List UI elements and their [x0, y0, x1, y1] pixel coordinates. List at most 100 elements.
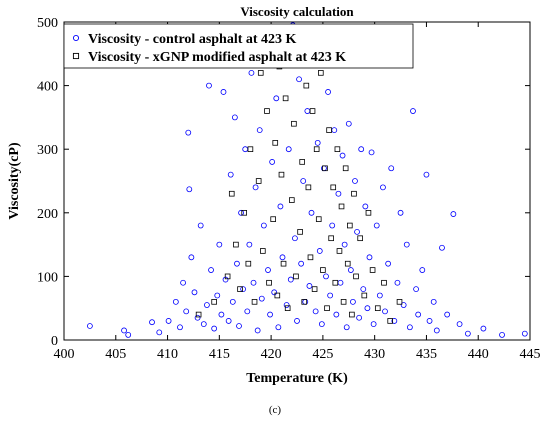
data-point-control-97 — [373, 222, 380, 229]
data-point-control-69 — [314, 139, 321, 146]
data-point-control-29 — [231, 114, 238, 121]
data-point-control-40 — [254, 327, 261, 334]
data-point-control-116 — [433, 327, 440, 334]
data-point-control-5 — [165, 318, 172, 324]
legend: Viscosity - control asphalt at 423 K Vis… — [63, 23, 414, 69]
data-point-xgnp-22 — [282, 95, 289, 102]
data-point-xgnp-35 — [309, 108, 316, 114]
data-point-control-95 — [368, 149, 375, 156]
data-point-control-23 — [218, 311, 225, 318]
data-point-control-112 — [419, 267, 426, 273]
data-point-control-12 — [188, 254, 195, 261]
data-point-xgnp-23 — [284, 305, 291, 311]
data-point-xgnp-62 — [381, 279, 387, 286]
data-point-control-121 — [464, 330, 471, 337]
data-point-xgnp-31 — [301, 299, 308, 305]
data-point-control-32 — [238, 209, 244, 216]
x-tick-label: 425 — [312, 347, 333, 362]
data-point-xgnp-54 — [349, 311, 355, 318]
figure-caption: (c) — [268, 404, 282, 416]
points-layer — [86, 22, 528, 338]
data-point-control-10 — [185, 129, 192, 136]
legend-marker-control — [72, 34, 80, 42]
data-point-xgnp-8 — [247, 146, 254, 153]
data-point-control-50 — [275, 324, 282, 331]
legend-label-xgnp: Viscosity - xGNP modified asphalt at 423… — [88, 50, 346, 65]
data-point-xgnp-17 — [272, 140, 279, 146]
data-point-xgnp-7 — [245, 260, 252, 267]
data-point-xgnp-20 — [278, 171, 285, 178]
data-point-control-58 — [292, 235, 298, 242]
data-point-control-7 — [177, 324, 183, 331]
data-point-xgnp-25 — [289, 197, 295, 203]
data-point-control-106 — [400, 302, 407, 308]
data-point-control-46 — [267, 311, 273, 318]
data-point-xgnp-59 — [365, 209, 372, 216]
x-tick-label: 400 — [54, 347, 75, 362]
data-point-control-77 — [331, 127, 338, 134]
data-point-control-81 — [339, 152, 346, 159]
data-point-control-39 — [252, 184, 259, 191]
data-point-control-120 — [456, 321, 463, 328]
data-point-control-82 — [341, 241, 348, 248]
data-point-xgnp-38 — [315, 216, 322, 222]
data-point-control-91 — [360, 286, 367, 293]
data-point-xgnp-34 — [307, 254, 314, 261]
x-tick-label: 430 — [364, 347, 385, 362]
data-point-control-84 — [345, 120, 352, 127]
data-point-xgnp-14 — [266, 279, 272, 286]
x-tick-label: 420 — [261, 347, 282, 362]
data-point-control-73 — [323, 273, 329, 280]
data-point-control-52 — [279, 254, 286, 261]
data-point-control-70 — [316, 248, 323, 254]
data-point-xgnp-56 — [353, 273, 359, 280]
legend-label-control: Viscosity - control asphalt at 423 K — [88, 32, 297, 47]
data-point-xgnp-10 — [255, 178, 262, 184]
data-point-control-61 — [298, 260, 305, 267]
data-point-control-11 — [186, 186, 193, 193]
data-point-control-28 — [229, 298, 236, 305]
y-tick-label: 500 — [37, 16, 58, 31]
data-point-control-9 — [183, 308, 190, 315]
data-point-xgnp-18 — [274, 292, 281, 299]
data-point-control-89 — [356, 314, 363, 321]
data-point-xgnp-60 — [369, 267, 376, 273]
data-point-xgnp-48 — [336, 248, 343, 254]
data-point-control-22 — [216, 241, 223, 248]
data-point-control-98 — [376, 292, 383, 299]
data-point-control-86 — [350, 298, 356, 305]
data-point-control-1 — [121, 327, 127, 334]
data-point-xgnp-43 — [326, 127, 332, 133]
data-point-control-56 — [287, 276, 294, 283]
data-point-xgnp-12 — [260, 248, 266, 254]
x-tick-label: 405 — [105, 347, 126, 362]
data-point-xgnp-46 — [332, 279, 339, 286]
data-point-control-18 — [206, 82, 212, 89]
data-point-control-76 — [329, 222, 336, 229]
data-point-xgnp-42 — [324, 305, 330, 311]
data-point-xgnp-47 — [334, 146, 341, 153]
x-tick-label: 440 — [468, 347, 489, 362]
data-point-control-96 — [370, 321, 377, 328]
data-point-control-35 — [244, 308, 251, 315]
data-point-control-42 — [258, 295, 265, 302]
data-point-control-64 — [304, 108, 311, 114]
y-tick-label: 100 — [37, 270, 58, 285]
data-point-control-80 — [337, 279, 344, 286]
data-point-control-27 — [227, 171, 234, 178]
chart: Viscosity calculation 400 405 410 415 420 425… — [7, 4, 541, 386]
data-point-control-105 — [397, 209, 404, 216]
data-point-control-109 — [410, 108, 416, 114]
data-point-xgnp-51 — [342, 165, 349, 172]
data-point-control-88 — [354, 228, 360, 235]
data-point-xgnp-64 — [396, 299, 403, 305]
data-point-control-113 — [423, 171, 430, 178]
data-point-control-54 — [283, 302, 290, 308]
data-point-control-19 — [208, 267, 214, 273]
legend-marker-xgnp — [72, 52, 80, 60]
data-point-xgnp-2 — [224, 273, 231, 280]
data-point-control-51 — [277, 203, 284, 210]
data-point-xgnp-53 — [347, 222, 353, 229]
data-point-control-90 — [358, 146, 365, 153]
